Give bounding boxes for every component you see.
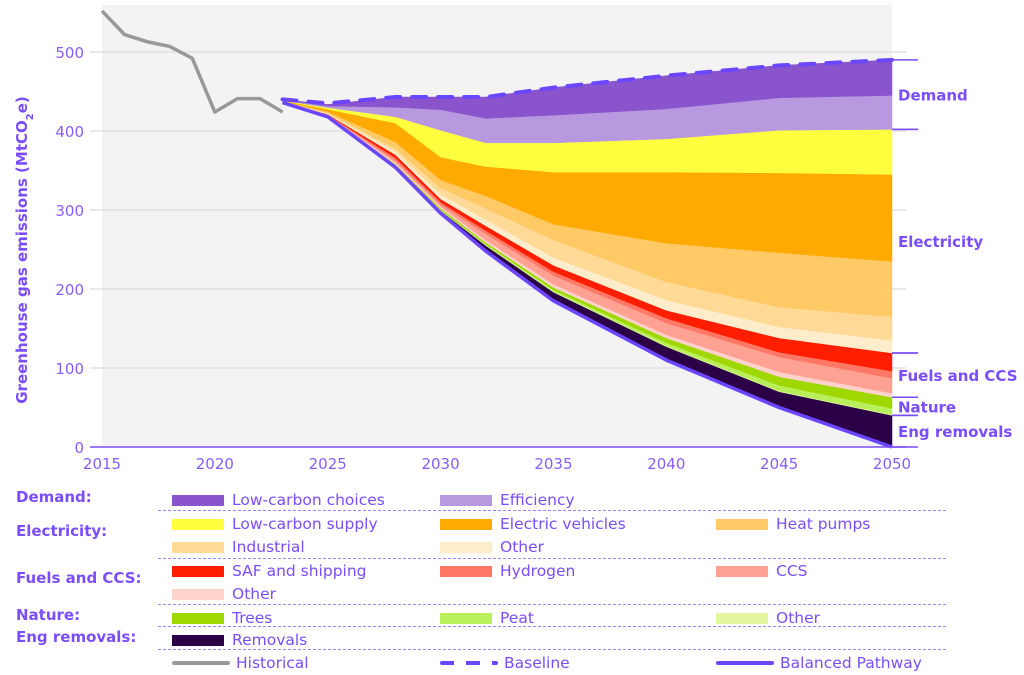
legend-group-label: Fuels and CCS: [16, 569, 142, 587]
legend-separator [158, 604, 946, 605]
x-tick-label: 2015 [83, 455, 121, 473]
legend-item-label: Hydrogen [500, 562, 576, 580]
legend-separator [158, 649, 946, 650]
y-axis-title-end: e) [13, 96, 31, 113]
legend-item: Low-carbon supply [172, 514, 378, 534]
y-tick-label: 500 [55, 44, 84, 62]
legend-swatch [172, 565, 224, 577]
legend: Demand: Low-carbon choices Efficiency Elect… [0, 486, 1024, 675]
legend-separator [158, 510, 946, 511]
legend-item: SAF and shipping [172, 561, 367, 581]
legend-item: Historical [172, 653, 309, 673]
annotation-electricity: Electricity [898, 233, 983, 251]
legend-item: Heat pumps [716, 514, 870, 534]
y-axis-title-subscript: 2 [25, 113, 36, 120]
legend-swatch [440, 541, 492, 553]
historical-line [100, 9, 284, 114]
legend-item: Removals [172, 630, 307, 650]
legend-group-label: Electricity: [16, 522, 108, 540]
y-axis-title: Greenhouse gas emissions (MtCO2e) [13, 96, 36, 404]
legend-swatch [440, 518, 492, 530]
legend-swatch [172, 518, 224, 530]
legend-swatch [172, 588, 224, 600]
legend-item: Industrial [172, 537, 305, 557]
legend-swatch [172, 494, 224, 506]
legend-separator [158, 558, 946, 559]
legend-swatch [172, 634, 224, 646]
annotation-fuels-and-ccs: Fuels and CCS [898, 367, 1018, 385]
legend-item: Other [172, 584, 276, 604]
legend-item-label: SAF and shipping [232, 562, 367, 580]
legend-swatch [172, 612, 224, 624]
legend-item-label: Electric vehicles [500, 515, 626, 533]
legend-separator [158, 626, 946, 627]
legend-item: Other [716, 608, 820, 628]
x-tick-label: 2025 [309, 455, 347, 473]
legend-item: Hydrogen [440, 561, 575, 581]
legend-dash-line-icon [440, 661, 498, 665]
legend-item-label: Balanced Pathway [780, 654, 922, 672]
legend-item-label: Removals [232, 631, 308, 649]
legend-item: Low-carbon choices [172, 490, 385, 510]
legend-item-label: Baseline [504, 654, 570, 672]
balanced-pathway-line [282, 100, 893, 449]
x-tick-label: 2035 [534, 455, 572, 473]
legend-item: Peat [440, 608, 534, 628]
legend-swatch [440, 612, 492, 624]
legend-swatch [716, 612, 768, 624]
legend-swatch [440, 494, 492, 506]
legend-item-label: Peat [500, 609, 534, 627]
y-tick-label: 200 [55, 281, 84, 299]
annotation-demand: Demand [898, 87, 968, 105]
legend-item: Baseline [440, 653, 570, 673]
legend-item: Trees [172, 608, 272, 628]
legend-item-label: Other [232, 585, 277, 603]
legend-item-label: CCS [776, 562, 808, 580]
x-tick-label: 2030 [421, 455, 459, 473]
baseline-line [280, 57, 894, 106]
legend-item-label: Historical [236, 654, 309, 672]
x-tick-label: 2040 [647, 455, 685, 473]
legend-item-label: Heat pumps [776, 515, 871, 533]
annotation-nature: Nature [898, 398, 956, 416]
legend-group-label: Eng removals: [16, 628, 137, 646]
legend-item: Electric vehicles [440, 514, 626, 534]
y-tick-label: 0 [74, 439, 84, 457]
legend-item-label: Low-carbon supply [232, 515, 378, 533]
legend-item-label: Efficiency [500, 491, 575, 509]
y-tick-label: 300 [55, 202, 84, 220]
legend-item-label: Other [500, 538, 545, 556]
legend-swatch [440, 565, 492, 577]
legend-swatch [172, 541, 224, 553]
legend-group-label: Nature: [16, 606, 81, 624]
y-axis-title-main: Greenhouse gas emissions (MtCO [13, 120, 31, 404]
legend-item-label: Industrial [232, 538, 305, 556]
legend-line-icon [172, 661, 230, 665]
emissions-chart: 0 100 200 300 400 500 2015 2020 2025 2030 2035 2040… [13, 5, 1018, 473]
legend-item: Other [440, 537, 544, 557]
legend-line-icon [716, 661, 774, 665]
x-tick-label: 2050 [873, 455, 911, 473]
legend-item-label: Trees [232, 609, 273, 627]
legend-swatch [716, 565, 768, 577]
legend-item: CCS [716, 561, 807, 581]
legend-group-label: Demand: [16, 488, 92, 506]
legend-swatch [716, 518, 768, 530]
annotation-eng-removals: Eng removals [898, 423, 1012, 441]
legend-item-label: Other [776, 609, 821, 627]
y-tick-label: 100 [55, 360, 84, 378]
legend-item: Efficiency [440, 490, 575, 510]
x-tick-label: 2020 [196, 455, 234, 473]
x-tick-label: 2045 [760, 455, 798, 473]
y-tick-label: 400 [55, 123, 84, 141]
legend-item: Balanced Pathway [716, 653, 922, 673]
legend-item-label: Low-carbon choices [232, 491, 385, 509]
